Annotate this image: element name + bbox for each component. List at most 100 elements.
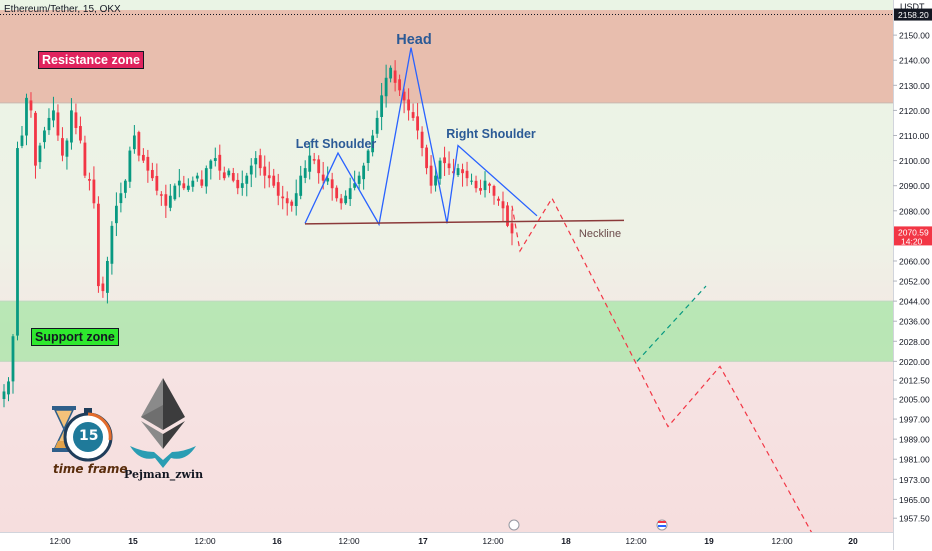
candle-body [177,180,181,186]
candle-body [281,196,285,199]
currency-label: USDT [900,2,925,12]
candle-body [443,157,446,164]
candle-body [65,140,69,157]
price-axis[interactable] [893,0,932,550]
candle-body [105,260,109,293]
left-shoulder-label: Left Shoulder [296,137,377,151]
candle-body [110,225,114,264]
candle-body [141,154,145,161]
candle-body [137,132,141,156]
symbol-title[interactable]: Ethereum/Tether, 15, OKX [4,4,121,15]
candle-body [52,110,55,121]
candle-body [128,150,132,182]
time-tick-label: 16 [272,536,282,546]
price-tick-label: 1989.00 [899,435,930,445]
candle-body [348,188,352,200]
time-tick-label: 17 [418,536,428,546]
candle-body [267,175,271,179]
price-tick-label: 2080.00 [899,206,930,216]
candle-body [164,194,168,206]
candle-body [74,112,78,128]
candle-body [218,154,222,171]
candle-body [29,100,33,111]
candle-body [195,175,199,179]
candle-body [438,160,442,179]
price-tick-label: 2090.00 [899,181,930,191]
price-tick-label: 2036.00 [899,317,930,327]
candle-body [70,110,73,143]
candle-body [501,201,505,209]
candle-body [321,174,325,181]
candle-body [497,198,500,201]
candle-body [375,117,379,134]
candle-body [335,187,339,199]
candle-body [506,205,509,226]
time-axis[interactable] [0,532,893,551]
candle-body [25,97,28,136]
countdown-label: 14:20 [901,236,923,246]
flag-icon-stripe [658,521,666,523]
head-label: Head [396,32,431,48]
candle-body [236,179,240,189]
candle-body [434,175,437,186]
candle-body [366,150,370,163]
candle-body [510,223,514,234]
candle-body [483,180,487,191]
candle-body [182,183,186,189]
candle-body [114,205,118,224]
candle-body [389,67,393,79]
candle-body [492,186,496,196]
candle-body [56,112,60,136]
flag-icon-stripe [658,525,666,527]
candle-body [38,145,42,163]
candle-body [344,195,348,204]
candle-body [290,201,294,206]
candle-body [416,116,419,131]
candle-body [474,180,478,189]
time-tick-label: 19 [704,536,714,546]
candle-body [456,168,460,176]
author-name: Pejman_zwin [124,468,204,481]
time-tick-label: 15 [128,536,138,546]
candle-body [245,175,249,184]
candle-body [380,95,384,117]
candle-body [47,117,51,131]
time-tick-label: 12:00 [194,536,216,546]
candle-body [254,158,258,165]
candle-body [429,165,433,186]
candle-body [200,179,204,186]
price-tick-label: 1965.00 [899,495,930,505]
candle-body [371,135,375,153]
candle-body [258,155,262,169]
timeframe-number: 15 [79,428,99,444]
time-tick-label: 12:00 [338,536,360,546]
price-tick-label: 1997.00 [899,415,930,425]
candle-body [276,182,280,196]
price-tick-label: 2140.00 [899,56,930,66]
candle-body [43,130,46,143]
bullish-projection [636,285,707,362]
candle-body [92,179,96,204]
timeframe-text: time frame [53,462,128,476]
candle-body [465,170,469,179]
time-tick-label: 12:00 [49,536,71,546]
resistance-zone-label: Resistance zone [38,51,144,69]
current-price-badge [894,226,932,246]
head-shoulders-pattern [304,47,538,227]
candle-body [204,168,208,187]
candle-body [294,193,298,207]
time-tick-label: 18 [561,536,571,546]
neckline-label: Neckline [579,228,621,240]
candle-body [2,391,6,399]
candle-body [101,283,105,292]
price-tick-label: 2028.00 [899,337,930,347]
resistance-zone [0,10,893,103]
price-tick-label: 2005.00 [899,395,930,405]
candle-body [240,183,244,188]
candle-body [312,159,316,161]
price-tick-label: 2012.50 [899,376,930,386]
price-tick-label: 2150.00 [899,31,930,41]
candle-body [308,155,312,172]
price-tick-label: 2020.00 [899,357,930,367]
